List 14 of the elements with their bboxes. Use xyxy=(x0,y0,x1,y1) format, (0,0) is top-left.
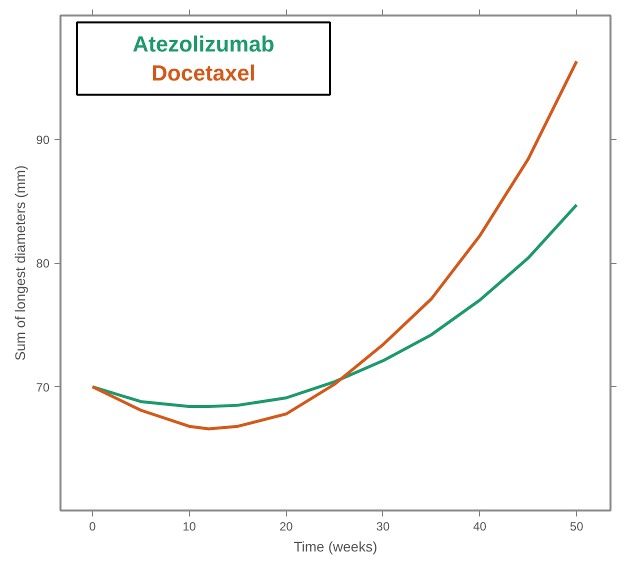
text: Docetaxel xyxy=(152,60,256,86)
y-tick-label: 80 xyxy=(36,256,50,270)
x-tick-label: 20 xyxy=(279,520,294,534)
line-series xyxy=(90,60,578,430)
x-tick-label: 0 xyxy=(89,520,96,534)
x-tick-label: 40 xyxy=(473,520,487,534)
y-axis-title: Sum of longest diameters (mm) xyxy=(12,165,28,361)
x-tick-label: 30 xyxy=(376,520,390,534)
y-tick-label: 70 xyxy=(36,380,50,394)
x-tick-label: 50 xyxy=(570,520,584,534)
y-tick-label: 90 xyxy=(36,132,50,147)
text: Atezolizumab xyxy=(132,32,274,57)
x-tick-label: 10 xyxy=(182,520,196,534)
x-axis-title: Time (weeks) xyxy=(294,538,378,554)
